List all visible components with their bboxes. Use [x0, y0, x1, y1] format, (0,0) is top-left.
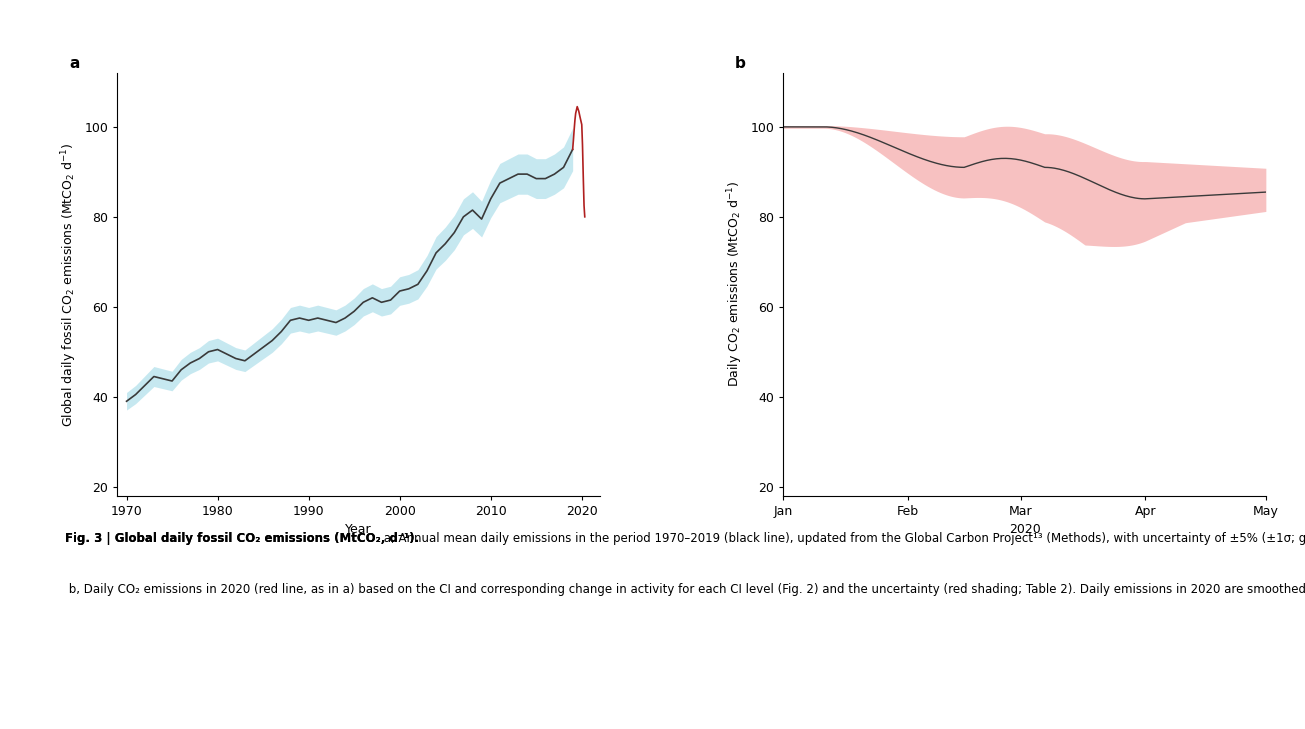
Text: Fig. 3 | Global daily fossil CO₂ emissions (MtCO₂, d⁻¹).: Fig. 3 | Global daily fossil CO₂ emissio… — [65, 532, 419, 545]
X-axis label: 2020: 2020 — [1009, 523, 1040, 537]
Text: Fig. 3 | Global daily fossil CO₂ emissions (MtCO₂, d⁻¹).: Fig. 3 | Global daily fossil CO₂ emissio… — [65, 532, 419, 545]
X-axis label: Year: Year — [346, 523, 372, 537]
Text: a, Annual mean daily emissions in the period 1970–2019 (black line), updated fro: a, Annual mean daily emissions in the pe… — [65, 532, 1305, 545]
Text: b: b — [735, 56, 746, 71]
Text: a: a — [69, 56, 80, 71]
Y-axis label: Global daily fossil CO$_2$ emissions (MtCO$_2$ d$^{-1}$): Global daily fossil CO$_2$ emissions (Mt… — [60, 142, 80, 426]
Text: b, Daily CO₂ emissions in 2020 (red line, as in a) based on the CI and correspon: b, Daily CO₂ emissions in 2020 (red line… — [65, 583, 1305, 596]
Y-axis label: Daily CO$_2$ emissions (MtCO$_2$ d$^{-1}$): Daily CO$_2$ emissions (MtCO$_2$ d$^{-1}… — [726, 181, 745, 388]
